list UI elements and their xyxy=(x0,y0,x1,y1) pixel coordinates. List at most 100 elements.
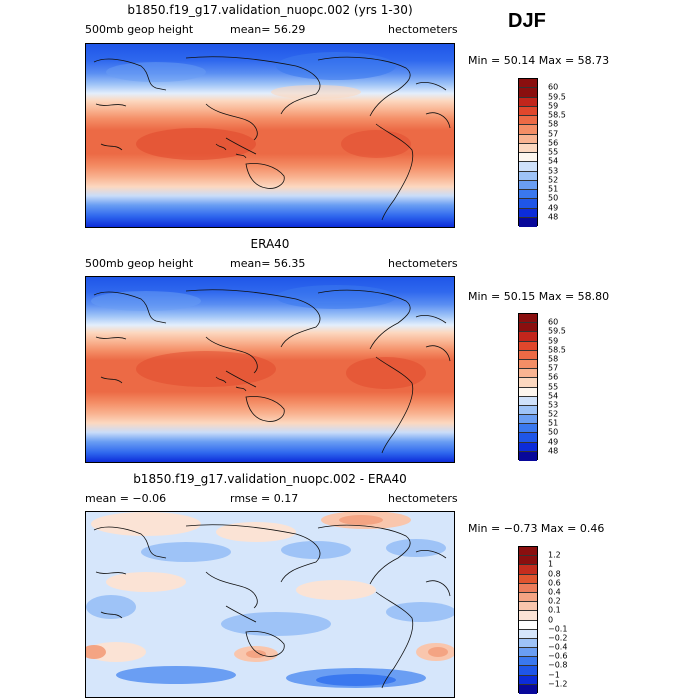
colorbar-swatch xyxy=(519,378,537,388)
colorbar-label: 51 xyxy=(548,184,559,194)
colorbar-label: 1 xyxy=(548,559,554,569)
colorbar-label: 50 xyxy=(548,427,559,437)
colorbar-swatch xyxy=(519,666,537,676)
colorbar-label: 0 xyxy=(548,615,554,624)
panel-diff-minmax: Min = −0.73 Max = 0.46 xyxy=(468,522,605,535)
colorbar-swatch xyxy=(519,556,537,566)
colorbar-swatch xyxy=(519,97,537,107)
colorbar-label: 57 xyxy=(548,363,559,373)
colorbar-swatch xyxy=(519,88,537,98)
era40-anomaly-blobs xyxy=(91,285,426,389)
colorbar-swatch xyxy=(519,602,537,612)
colorbar-swatch xyxy=(519,415,537,425)
colorbar-swatch xyxy=(519,314,537,324)
colorbar-swatch xyxy=(519,125,537,135)
season-label: DJF xyxy=(508,10,546,32)
panel-era40-variable: 500mb geop height xyxy=(85,257,194,270)
colorbar-label: 59.5 xyxy=(548,92,566,101)
colorbar-swatch xyxy=(519,648,537,658)
colorbar-swatch xyxy=(519,153,537,163)
colorbar-swatch xyxy=(519,79,537,89)
colorbar-swatch xyxy=(519,405,537,416)
colorbar-swatch xyxy=(519,359,537,370)
panel-diff-rmse: rmse = 0.17 xyxy=(230,492,299,505)
colorbar-label: 55 xyxy=(548,382,559,391)
colorbar-label: 49 xyxy=(548,437,559,447)
diff-anomaly-blobs xyxy=(86,512,454,688)
colorbar-label: 60 xyxy=(548,317,559,327)
colorbar-swatch xyxy=(519,134,537,144)
colorbar-swatch xyxy=(519,106,537,116)
colorbar-label: 52 xyxy=(548,175,559,185)
colorbar-label: 54 xyxy=(548,391,559,401)
panel-era40-colorbar xyxy=(518,313,538,461)
colorbar-label: 58 xyxy=(548,354,559,364)
model-anomaly-blobs xyxy=(106,52,411,160)
colorbar-swatch xyxy=(519,657,537,667)
panel-diff-mean: mean = −0.06 xyxy=(85,492,167,505)
colorbar-swatch xyxy=(519,387,537,397)
colorbar-swatch xyxy=(519,433,537,443)
diff-coastlines xyxy=(93,524,451,689)
panel-model-units: hectometers xyxy=(388,23,458,36)
panel-model-colorbar xyxy=(518,78,538,227)
panel-diff-colorbar xyxy=(518,546,538,694)
panel-era40-minmax: Min = 50.15 Max = 58.80 xyxy=(468,290,610,303)
colorbar-swatch xyxy=(519,611,537,621)
colorbar-label: 55 xyxy=(548,147,559,157)
panel-era40-mean: mean= 56.35 xyxy=(230,257,306,270)
colorbar-swatch xyxy=(519,116,537,126)
colorbar-label: 59 xyxy=(548,101,559,111)
panel-era40-map xyxy=(85,276,455,463)
colorbar-label: 0.1 xyxy=(548,605,561,615)
panel-model-minmax: Min = 50.14 Max = 58.73 xyxy=(468,54,610,67)
panel-model-title: b1850.f19_g17.validation_nuopc.002 (yrs … xyxy=(127,3,413,17)
colorbar-swatch xyxy=(519,332,537,342)
colorbar-swatch xyxy=(519,217,537,227)
colorbar-swatch xyxy=(519,180,537,190)
colorbar-swatch xyxy=(519,583,537,593)
colorbar-label: 57 xyxy=(548,129,559,138)
colorbar-swatch xyxy=(519,199,537,209)
colorbar-swatch xyxy=(519,396,537,406)
colorbar-label: 53 xyxy=(548,166,559,175)
colorbar-swatch xyxy=(519,574,537,584)
colorbar-label: 1.2 xyxy=(548,550,561,560)
colorbar-label: 56 xyxy=(548,372,559,382)
colorbar-label: −1 xyxy=(548,670,560,680)
colorbar-swatch xyxy=(519,143,537,153)
colorbar-label: 58.5 xyxy=(548,110,566,120)
colorbar-label: −1.2 xyxy=(548,679,568,689)
colorbar-label: 0.8 xyxy=(548,569,561,579)
panel-diff-map xyxy=(85,511,455,698)
colorbar-swatch xyxy=(519,208,537,218)
colorbar-label: −0.2 xyxy=(548,633,568,643)
colorbar-swatch xyxy=(519,565,537,575)
colorbar-swatch xyxy=(519,442,537,452)
colorbar-label: 56 xyxy=(548,138,559,148)
colorbar-label: 48 xyxy=(548,212,559,222)
colorbar-label: 60 xyxy=(548,82,559,92)
colorbar-label: 48 xyxy=(548,446,559,456)
colorbar-label: 59.5 xyxy=(548,326,566,336)
panel-era40-title: ERA40 xyxy=(250,237,290,251)
colorbar-swatch xyxy=(519,323,537,333)
colorbar-swatch xyxy=(519,629,537,639)
panel-diff-units: hectometers xyxy=(388,492,458,505)
panel-model-map xyxy=(85,43,455,228)
colorbar-label: 49 xyxy=(548,203,559,212)
colorbar-label: 0.2 xyxy=(548,596,561,606)
colorbar-swatch xyxy=(519,190,537,200)
colorbar-label: 59 xyxy=(548,336,559,346)
panel-diff-title: b1850.f19_g17.validation_nuopc.002 - ERA… xyxy=(133,472,407,486)
colorbar-label: 0.6 xyxy=(548,578,561,588)
colorbar-swatch xyxy=(519,684,537,694)
panel-era40-units: hectometers xyxy=(388,257,458,270)
colorbar-label: 51 xyxy=(548,418,559,428)
colorbar-swatch xyxy=(519,592,537,603)
colorbar-label: −0.1 xyxy=(548,624,568,634)
colorbar-swatch xyxy=(519,369,537,379)
colorbar-label: −0.8 xyxy=(548,660,568,670)
colorbar-label: −0.4 xyxy=(548,642,568,652)
panel-model-mean: mean= 56.29 xyxy=(230,23,306,36)
